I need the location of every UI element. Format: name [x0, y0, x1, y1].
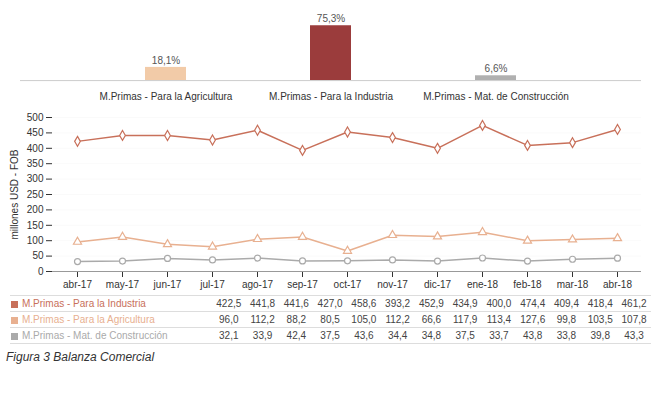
html-text:422,5: 422,5 [216, 298, 242, 309]
html-text:441,8: 441,8 [250, 298, 276, 309]
html-text:103,5: 103,5 [587, 314, 613, 325]
html-text:400,0: 400,0 [486, 298, 512, 309]
html-text:33,9: 33,9 [252, 330, 273, 341]
svg-text:ago-17: ago-17 [242, 279, 274, 290]
html-text:99,8: 99,8 [556, 314, 577, 325]
svg-text:350: 350 [27, 158, 44, 169]
svg-text:nov-17: nov-17 [377, 279, 408, 290]
html-text:112,2: 112,2 [250, 314, 275, 325]
html-text:418,4: 418,4 [587, 298, 613, 309]
html-text:105,0: 105,0 [351, 314, 377, 325]
html-text:127,6: 127,6 [520, 314, 546, 325]
html-text:441,6: 441,6 [283, 298, 309, 309]
html-text:427,0: 427,0 [317, 298, 343, 309]
svg-text:abr-18: abr-18 [603, 279, 632, 290]
html-text:112,2: 112,2 [385, 314, 410, 325]
html-text:37,5: 37,5 [455, 330, 475, 341]
svg-text:dic-17: dic-17 [424, 279, 452, 290]
html-text:88,2: 88,2 [286, 314, 307, 325]
svg-text:18,1%: 18,1% [152, 55, 180, 66]
svg-text:100: 100 [27, 235, 44, 246]
html-text:66,6: 66,6 [421, 314, 442, 325]
html-text:474,4: 474,4 [520, 298, 546, 309]
svg-text:400: 400 [27, 143, 44, 154]
svg-text:M.Primas - Mat. de Construcció: M.Primas - Mat. de Construcción [423, 91, 569, 102]
svg-text:75,3%: 75,3% [317, 13, 345, 24]
svg-text:450: 450 [27, 127, 44, 138]
svg-text:50: 50 [32, 250, 44, 261]
html-text:458,6: 458,6 [351, 298, 377, 309]
html-text:43,8: 43,8 [523, 330, 543, 341]
svg-text:200: 200 [27, 204, 44, 215]
svg-text:oct-17: oct-17 [334, 279, 362, 290]
html-text:34,8: 34,8 [421, 330, 442, 341]
svg-text:250: 250 [27, 189, 44, 200]
html-text:M.Primas - Para la Industria: M.Primas - Para la Industria [22, 298, 146, 309]
html-text:Figura 3 Balanza Comercial: Figura 3 Balanza Comercial [6, 350, 155, 364]
svg-text:jun-17: jun-17 [153, 279, 182, 290]
html-text:107,8: 107,8 [621, 314, 647, 325]
html-text:M.Primas - Para la Agricultura: M.Primas - Para la Agricultura [22, 314, 155, 325]
html-text:39,8: 39,8 [590, 330, 610, 341]
html-text:34,4: 34,4 [387, 330, 408, 341]
svg-text:150: 150 [27, 220, 44, 231]
svg-text:500: 500 [27, 112, 44, 123]
html-text:80,5: 80,5 [320, 314, 340, 325]
svg-text:300: 300 [27, 173, 44, 184]
html-text:113,4: 113,4 [486, 314, 512, 325]
html-text:32,1: 32,1 [219, 330, 239, 341]
html-text:393,2: 393,2 [385, 298, 411, 309]
html-text:461,2: 461,2 [621, 298, 647, 309]
html-text:452,9: 452,9 [418, 298, 444, 309]
svg-text:M.Primas - Para la Industria: M.Primas - Para la Industria [269, 91, 393, 102]
html-text:409,4: 409,4 [553, 298, 579, 309]
svg-text:ene-18: ene-18 [467, 279, 499, 290]
html-text:33,7: 33,7 [489, 330, 509, 341]
svg-text:may-17: may-17 [106, 279, 140, 290]
svg-text:mar-18: mar-18 [557, 279, 589, 290]
html-text:434,9: 434,9 [452, 298, 478, 309]
svg-text:millones USD - FOB: millones USD - FOB [9, 149, 20, 239]
svg-text:6,6%: 6,6% [485, 63, 508, 74]
svg-text:M.Primas - Para la Agricultura: M.Primas - Para la Agricultura [100, 91, 233, 102]
html-text:42,4: 42,4 [286, 330, 307, 341]
html-text:33,8: 33,8 [556, 330, 577, 341]
html-text:37,5: 37,5 [320, 330, 340, 341]
svg-text:feb-18: feb-18 [513, 279, 542, 290]
html-text:43,6: 43,6 [354, 330, 374, 341]
svg-text:abr-17: abr-17 [63, 279, 92, 290]
html-text:117,9: 117,9 [453, 314, 478, 325]
html-text:96,0: 96,0 [219, 314, 239, 325]
svg-text:0: 0 [38, 266, 44, 277]
html-text:M.Primas - Mat. de Construcció: M.Primas - Mat. de Construcción [22, 330, 168, 341]
html-text:43,3: 43,3 [624, 330, 644, 341]
svg-text:jul-17: jul-17 [199, 279, 225, 290]
svg-text:sep-17: sep-17 [287, 279, 318, 290]
